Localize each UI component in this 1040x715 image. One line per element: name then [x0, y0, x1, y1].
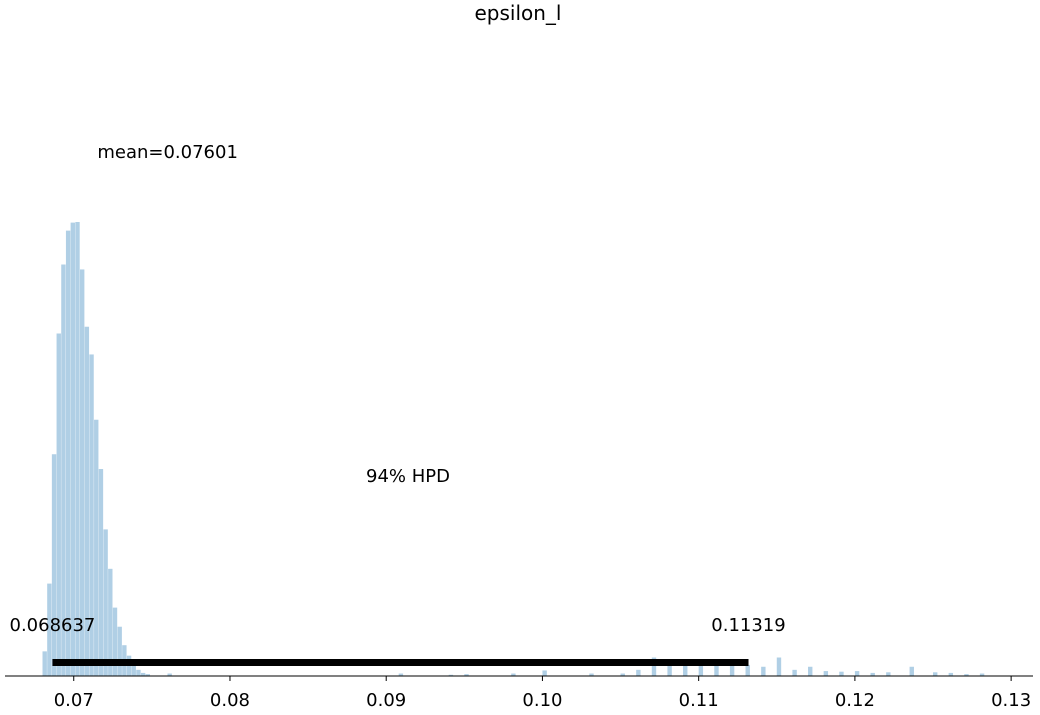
hpd-lower-label: 0.068637: [10, 615, 96, 636]
histogram-bar-20: [136, 669, 141, 676]
x-axis-ticks: 0.07 0.08 0.09 0.10 0.11 0.12 0.13: [54, 676, 1031, 711]
histogram-bar-13: [103, 529, 108, 676]
histogram-bar-21: [140, 672, 146, 676]
histogram-bar-27: [511, 673, 516, 676]
histogram-bar-42: [808, 666, 813, 676]
histogram-bar-1: [47, 583, 52, 676]
histogram-bar-35: [698, 663, 704, 676]
histogram-bar-26: [464, 674, 469, 676]
hpd-label: 94% HPD: [366, 466, 450, 487]
histogram-bar-16: [117, 626, 122, 676]
histogram-bar-30: [620, 673, 625, 676]
histogram-bar-4: [61, 264, 66, 676]
histogram-bar-2: [51, 454, 57, 676]
mean-label: mean=0.07601: [97, 142, 238, 163]
x-tick-label-4: 0.11: [679, 690, 719, 711]
histogram-bar-39: [761, 666, 766, 676]
histogram-bar-7: [75, 222, 80, 676]
histogram-bar-23: [167, 673, 172, 676]
x-tick-label-3: 0.10: [522, 690, 562, 711]
hpd-interval-bar: [52, 659, 749, 666]
histogram-bar-40: [776, 657, 782, 676]
histogram-bar-38: [745, 664, 750, 676]
hpd-upper-label: 0.11319: [711, 615, 785, 636]
x-tick-label-5: 0.12: [835, 690, 875, 711]
histogram-bar-31: [636, 669, 641, 676]
histogram-bars: [42, 222, 985, 676]
histogram-bar-9: [84, 326, 90, 676]
x-tick-label-6: 0.13: [991, 690, 1031, 711]
histogram-bar-3: [56, 333, 61, 676]
histogram-bar-45: [854, 671, 860, 676]
histogram-bar-6: [70, 222, 76, 676]
histogram-bar-52: [979, 673, 985, 676]
histogram-bar-36: [714, 660, 719, 676]
histogram-bar-22: [145, 674, 150, 676]
histogram-bar-0: [42, 651, 47, 676]
histogram-bar-46: [870, 672, 875, 676]
histogram-bar-44: [839, 671, 844, 676]
histogram-bar-34: [683, 660, 688, 676]
x-tick-label-2: 0.09: [366, 690, 406, 711]
histogram-bar-37: [729, 663, 735, 676]
histogram-bar-32: [651, 657, 657, 676]
histogram-bar-5: [65, 230, 71, 676]
histogram-bar-24: [398, 673, 404, 676]
histogram-bar-19: [131, 663, 136, 676]
histogram-bar-47: [886, 672, 891, 676]
histogram-bar-48: [909, 666, 914, 676]
histogram-bar-28: [542, 670, 547, 676]
histogram-bar-50: [948, 672, 954, 676]
x-tick-label-1: 0.08: [210, 690, 250, 711]
histogram-bar-43: [823, 671, 829, 676]
x-tick-label-0: 0.07: [54, 690, 94, 711]
histogram-bar-14: [108, 568, 113, 676]
histogram-bar-11: [94, 419, 99, 676]
histogram-bar-15: [112, 607, 118, 676]
histogram-bar-51: [964, 674, 969, 676]
histogram-bar-41: [792, 669, 797, 676]
histogram-bar-10: [89, 354, 94, 676]
histogram-bar-8: [79, 269, 85, 676]
chart-title: epsilon_l: [474, 1, 561, 25]
histogram-bar-25: [448, 674, 454, 676]
histogram-bar-49: [933, 672, 938, 676]
histogram-bar-29: [589, 673, 594, 676]
histogram-bar-12: [98, 469, 104, 676]
histogram-bar-33: [667, 663, 672, 676]
